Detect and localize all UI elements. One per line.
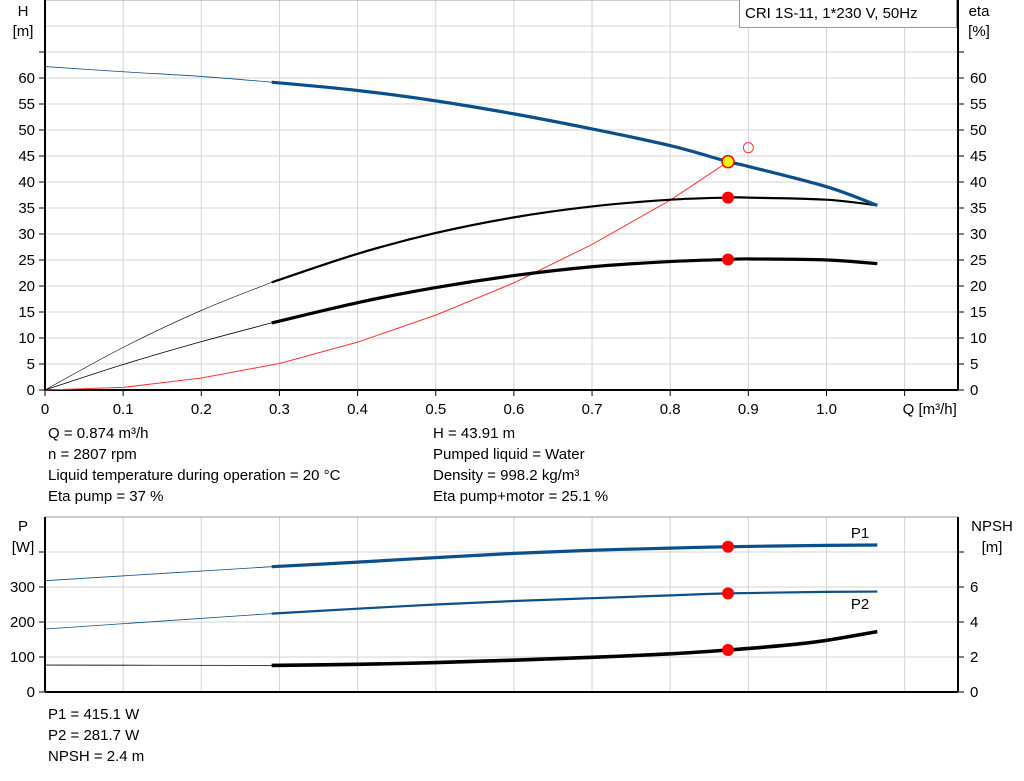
x-tick-label: 0 [41,401,49,418]
x-tick-label: 0.2 [191,401,212,418]
y-tick-label-right: 25 [970,252,987,269]
y-tick-label-right: 10 [970,330,987,347]
y-axis-label-right: NPSH [971,518,1013,535]
y-tick-label-right: 0 [970,382,978,399]
pump-model-label: CRI 1S-11, 1*230 V, 50Hz [739,0,957,28]
info-npsh: NPSH = 2.4 m [48,748,145,765]
y-tick-label-left: 200 [10,614,35,631]
y-tick-label-right: 60 [970,70,987,87]
head-thin-segment [44,66,272,83]
y-tick-label-right: 45 [970,148,987,165]
info-p2: P2 = 281.7 W [48,727,140,744]
p1-curve [271,543,878,569]
system-curve [44,161,729,391]
requested-duty-point [742,142,754,154]
npsh-curve [271,629,878,668]
y-tick-label-right: 6 [970,579,978,596]
info-bottom: P1 = 415.1 W P2 = 281.7 W NPSH = 2.4 m [48,704,144,767]
p2-curve [271,590,878,615]
eta-pump-motor-thin-segment [44,322,272,391]
y-tick-label-left: 20 [18,278,35,295]
info-eta-pump: Eta pump = 37 % [48,488,164,505]
info-p1: P1 = 415.1 W [48,706,140,723]
eta-pump-thin-segment [44,282,272,391]
y-tick-label-right: 55 [970,96,987,113]
info-density: Density = 998.2 kg/m³ [433,467,580,484]
y-tick-label-right: 15 [970,304,987,321]
x-axis-label: Q [m³/h] [903,401,957,418]
y-tick-label-left: 100 [10,649,35,666]
x-tick-label: 0.3 [269,401,290,418]
operating-point-eta-pump [722,191,735,204]
y-tick-label-right: 50 [970,122,987,139]
eta-pump-curve [271,196,878,284]
info-pumped-liquid: Pumped liquid = Water [433,446,585,463]
y-axis-label-left: H [18,3,29,20]
y-tick-label-left: 35 [18,200,35,217]
duty-point [721,154,735,169]
y-tick-label-right: 4 [970,614,978,631]
p1-thin-segment [44,566,272,582]
info-top-right: H = 43.91 m Pumped liquid = Water Densit… [433,423,608,507]
x-tick-label: 0.7 [582,401,603,418]
eta-pump-motor-curve [271,257,878,325]
y-axis-unit-right: [%] [968,23,990,40]
y-tick-label-left: 10 [18,330,35,347]
x-tick-label: 0.9 [738,401,759,418]
x-tick-label: 0.8 [660,401,681,418]
y-axis-unit-left: [W] [12,539,35,556]
y-tick-label-right: 40 [970,174,987,191]
info-eta-pump-motor: Eta pump+motor = 25.1 % [433,488,609,505]
y-tick-label-left: 40 [18,174,35,191]
info-flow: Q = 0.874 m³/h [48,425,149,442]
operating-point-p2 [722,587,735,600]
head-curve [271,80,878,207]
y-tick-label-left: 55 [18,96,35,113]
y-tick-label-left: 5 [27,356,35,373]
p2-thin-segment [44,613,272,630]
y-tick-label-left: 45 [18,148,35,165]
y-tick-label-right: 20 [970,278,987,295]
x-tick-label: 0.5 [425,401,446,418]
y-axis-label-left: P [18,518,28,535]
y-tick-label-right: 35 [970,200,987,217]
y-tick-label-right: 2 [970,649,978,666]
x-tick-label: 1.0 [816,401,837,418]
y-tick-label-right: 5 [970,356,978,373]
y-tick-label-right: 0 [970,684,978,701]
info-speed: n = 2807 rpm [48,446,137,463]
info-liquid-temp: Liquid temperature during operation = 20… [48,467,341,484]
x-tick-label: 0.4 [347,401,368,418]
p2-series-label: P2 [851,596,869,613]
p1-series-label: P1 [851,525,869,542]
y-axis-unit-right: [m] [982,539,1003,556]
y-axis-unit-left: [m] [13,23,34,40]
operating-point-npsh [722,644,735,656]
y-tick-label-left: 30 [18,226,35,243]
x-tick-label: 0.6 [503,401,524,418]
y-tick-label-right: 30 [970,226,987,243]
operating-point-eta-pump-motor [722,253,735,266]
y-tick-label-left: 25 [18,252,35,269]
y-tick-label-left: 15 [18,304,35,321]
y-tick-label-left: 0 [27,684,35,701]
info-head: H = 43.91 m [433,425,516,442]
operating-point-p1 [722,540,735,553]
info-top-left: Q = 0.874 m³/h n = 2807 rpm Liquid tempe… [48,423,340,507]
y-tick-label-left: 50 [18,122,35,139]
y-axis-label-right: eta [969,3,991,20]
x-tick-label: 0.1 [113,401,134,418]
y-tick-label-left: 0 [27,382,35,399]
y-tick-label-left: 300 [10,579,35,596]
y-tick-label-left: 60 [18,70,35,87]
